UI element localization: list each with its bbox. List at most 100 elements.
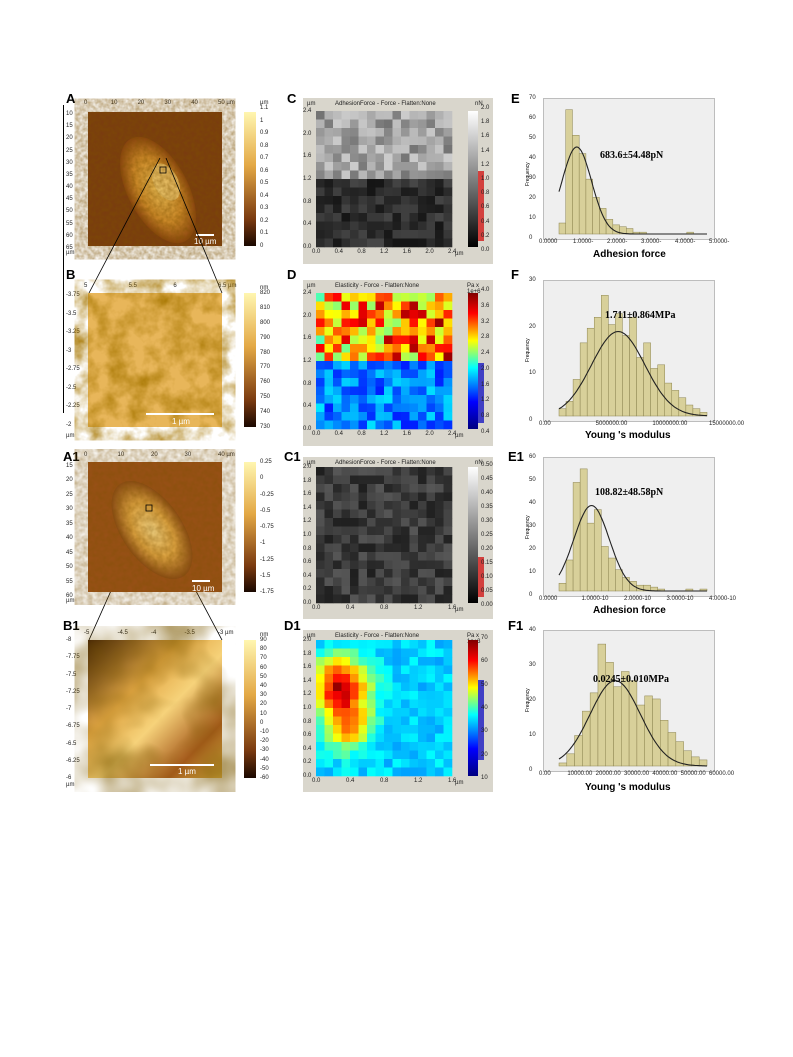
y-ticks: 2.0 1.8 1.6 1.4 1.2 1.0 0.8 0.6 0.4 0.2 0.0 <box>303 464 315 606</box>
y-ticks: 2.4 2.0 1.6 1.2 0.8 0.4 0.0 <box>303 108 315 250</box>
map-cell <box>350 767 359 777</box>
map-cell <box>435 691 444 700</box>
map-cell <box>401 352 410 362</box>
tick-label: -8 <box>66 637 72 643</box>
map-cell <box>401 725 410 734</box>
histogram-bar <box>558 222 566 235</box>
map-cell <box>324 708 334 717</box>
map-cell <box>358 467 368 476</box>
tick-label: 0 <box>260 243 264 249</box>
panel-label-e1: E1 <box>508 449 524 464</box>
map-cell <box>409 162 419 171</box>
map-cell <box>375 594 385 604</box>
map-cell <box>333 665 342 675</box>
scale-bar-label: 1 µm <box>172 417 190 426</box>
map-cell <box>316 759 325 768</box>
map-cell <box>341 352 351 362</box>
map-cell <box>435 412 444 421</box>
tick-label: 50 <box>481 681 488 688</box>
map-cell <box>341 412 351 421</box>
histogram-bar <box>565 401 574 417</box>
map-cell <box>341 145 351 154</box>
map-cell <box>435 552 444 561</box>
map-cell <box>384 221 393 231</box>
map-cell <box>426 412 436 421</box>
map-cell <box>418 213 427 222</box>
x-ticks: 0.0 0.4 0.8 1.2 1.6 2.0 2.4 <box>312 431 456 439</box>
map-cell <box>333 352 342 362</box>
map-cell <box>426 467 436 476</box>
map-cell <box>401 767 410 777</box>
map-cell <box>426 136 436 146</box>
map-cell <box>367 742 376 751</box>
map-cell <box>341 395 351 404</box>
tick-label: 60 <box>529 454 536 460</box>
map-cell <box>358 501 368 510</box>
map-cell <box>418 682 427 692</box>
map-cell <box>392 526 402 536</box>
x-axis-label: Young 's modulus <box>585 782 671 793</box>
map-cell <box>392 238 402 248</box>
map-cell <box>358 221 368 231</box>
map-cell <box>333 369 342 379</box>
x-ticks: 0.0 0.4 0.8 1.2 1.6 <box>312 605 456 613</box>
map-cell <box>375 733 385 743</box>
map-cell <box>358 403 368 413</box>
map-cell <box>435 204 444 214</box>
map-cell <box>367 509 376 519</box>
map-cell <box>367 403 376 413</box>
map-cell <box>401 552 410 561</box>
map-cell <box>316 310 325 319</box>
tick-label: 0.8 <box>260 142 269 149</box>
map-cell <box>435 467 444 476</box>
map-cell <box>409 230 419 239</box>
map-cell <box>435 759 444 768</box>
map-cell <box>435 682 444 692</box>
map-cell <box>358 361 368 370</box>
map-cell <box>375 699 385 709</box>
map-cell <box>418 594 427 604</box>
map-cell <box>409 552 419 561</box>
map-cell <box>358 691 368 700</box>
map-cell <box>350 708 359 717</box>
histogram-bar <box>558 408 567 417</box>
tick-label: 30000.00 <box>624 771 650 777</box>
tick-label: 10 <box>529 370 536 377</box>
tick-label: 1.2 <box>414 605 423 611</box>
map-cell <box>324 352 334 362</box>
map-cell <box>426 526 436 536</box>
map-cell <box>443 136 453 146</box>
tick-label: 65 <box>66 245 73 251</box>
map-cell <box>401 412 410 421</box>
map-cell <box>443 145 453 154</box>
map-cell <box>443 119 453 129</box>
map-cell <box>333 535 342 544</box>
map-cell <box>333 526 342 536</box>
histogram-bar <box>593 509 602 592</box>
map-cell <box>316 327 325 336</box>
tick-label: -50 <box>260 765 269 772</box>
map-cell <box>375 716 385 726</box>
map-cell <box>418 361 427 370</box>
map-cell <box>324 759 334 768</box>
tick-label: -0.75 <box>260 524 274 530</box>
map-cell <box>426 230 436 239</box>
tick-label: 1.2 <box>303 518 312 525</box>
map-cell <box>375 586 385 595</box>
map-cell <box>435 361 444 370</box>
tick-label: -3 <box>66 347 72 354</box>
map-cell <box>409 767 419 777</box>
map-cell <box>418 293 427 302</box>
map-cell <box>384 750 393 760</box>
map-cell <box>418 369 427 379</box>
map-unit: µm <box>307 101 316 107</box>
histogram-bar <box>660 720 669 767</box>
map-cell <box>426 518 436 527</box>
tick-label: 0.5 <box>260 180 269 187</box>
map-cell <box>375 484 385 493</box>
colorbar-unit: nm <box>260 285 269 291</box>
map-cell <box>367 708 376 717</box>
map-grid-d1 <box>316 640 453 777</box>
map-cell <box>418 111 427 120</box>
map-cell <box>350 594 359 604</box>
